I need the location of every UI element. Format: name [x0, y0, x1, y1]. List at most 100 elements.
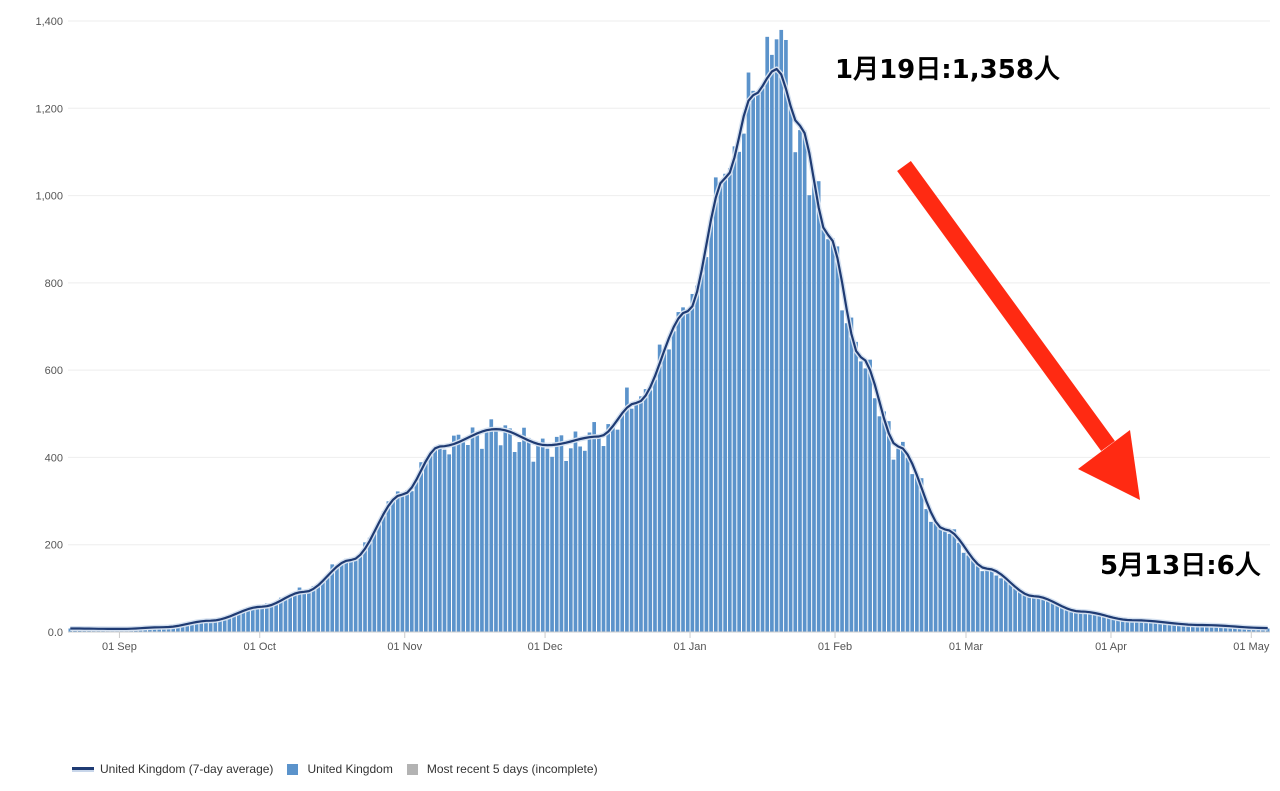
daily-bar [1242, 627, 1247, 632]
daily-bars [68, 29, 1270, 633]
daily-bar [1181, 624, 1186, 632]
daily-bar [540, 438, 545, 632]
daily-bar [190, 623, 194, 632]
daily-bar [442, 449, 447, 632]
daily-bar [494, 431, 498, 632]
daily-bar [372, 532, 377, 632]
daily-bar [227, 615, 232, 632]
daily-bar [933, 521, 938, 632]
daily-bar [1162, 622, 1167, 632]
daily-bar [377, 523, 381, 632]
daily-bar [915, 474, 919, 632]
x-tick-label: 01 Sep [102, 641, 137, 653]
daily-bar [526, 437, 531, 632]
daily-bar [522, 427, 526, 632]
legend-label-average: United Kingdom (7-day average) [100, 762, 274, 776]
daily-bar [821, 225, 826, 632]
daily-bar [1148, 621, 1153, 632]
x-tick-label: 01 May [1233, 641, 1270, 653]
daily-bar [606, 424, 611, 632]
daily-bar [671, 331, 676, 632]
daily-bar [166, 627, 171, 632]
daily-bar [452, 435, 456, 632]
daily-bar [929, 521, 933, 632]
daily-bar [924, 509, 929, 632]
daily-bar [176, 626, 180, 632]
daily-bar [292, 591, 297, 632]
daily-bar [545, 448, 550, 632]
daily-bar [241, 610, 246, 632]
daily-bar [1003, 579, 1008, 632]
daily-bar [461, 442, 466, 632]
daily-bar [1153, 623, 1158, 632]
daily-bar [816, 181, 821, 633]
daily-bar [1031, 597, 1036, 632]
daily-bar [1205, 625, 1209, 632]
daily-bar [1050, 602, 1055, 632]
daily-bar [573, 431, 578, 632]
daily-bar [989, 571, 994, 632]
daily-bar [335, 565, 339, 632]
daily-bar [381, 511, 386, 632]
daily-bar [1195, 625, 1200, 632]
daily-bar [1092, 613, 1097, 632]
legend-box-swatch [287, 763, 299, 775]
daily-bar [564, 460, 568, 632]
legend-item-daily[interactable]: United Kingdom [287, 762, 393, 776]
daily-bar [554, 436, 559, 632]
daily-bar [723, 173, 727, 632]
daily-bar [1111, 617, 1116, 632]
daily-bar [858, 361, 863, 632]
daily-bar [1097, 614, 1102, 632]
daily-bar [709, 219, 713, 632]
daily-bar [732, 146, 737, 632]
daily-bar [550, 456, 554, 632]
daily-bar [947, 533, 952, 632]
daily-bar [321, 581, 325, 632]
daily-bar [250, 608, 255, 632]
legend-label-incomplete: Most recent 5 days (incomplete) [426, 762, 598, 776]
daily-bar [1134, 621, 1139, 632]
legend-item-incomplete[interactable]: Most recent 5 days (incomplete) [406, 762, 598, 776]
daily-bar [218, 620, 222, 632]
daily-bar [1223, 626, 1228, 632]
daily-bar [901, 441, 905, 632]
y-tick-label: 0.0 [48, 627, 63, 639]
daily-bar [199, 621, 204, 632]
daily-bar [1237, 627, 1242, 632]
daily-bar [274, 602, 278, 632]
daily-bar [1200, 625, 1205, 632]
daily-bar [774, 39, 779, 632]
daily-bar [961, 552, 966, 632]
daily-bar [1209, 625, 1214, 632]
daily-bar [171, 627, 176, 632]
daily-bar [1120, 621, 1125, 632]
seven-day-average-line [70, 66, 1268, 632]
daily-bar [470, 427, 475, 632]
daily-bar [681, 307, 685, 632]
daily-bar [1265, 628, 1270, 632]
daily-bar [246, 607, 250, 632]
daily-bar [1013, 588, 1017, 632]
daily-bar [1219, 626, 1223, 632]
daily-bar [185, 625, 190, 632]
daily-bar [793, 152, 798, 632]
x-tick-label: 01 Mar [949, 641, 984, 653]
legend-item-average[interactable]: United Kingdom (7-day average) [72, 762, 273, 776]
daily-bar [667, 349, 671, 632]
daily-bar [405, 490, 409, 632]
y-tick-label: 800 [45, 278, 63, 290]
daily-bar [597, 437, 601, 632]
chart-legend: United Kingdom (7-day average) United Ki… [72, 762, 612, 776]
daily-bar [367, 537, 372, 632]
daily-bar [653, 379, 657, 632]
daily-bar [872, 398, 877, 632]
daily-bar [798, 130, 802, 632]
daily-bar [264, 603, 269, 632]
daily-bar [204, 622, 208, 632]
daily-bar [447, 454, 452, 632]
daily-bar [1064, 609, 1069, 632]
daily-bar [975, 566, 980, 632]
daily-bar [531, 461, 536, 632]
